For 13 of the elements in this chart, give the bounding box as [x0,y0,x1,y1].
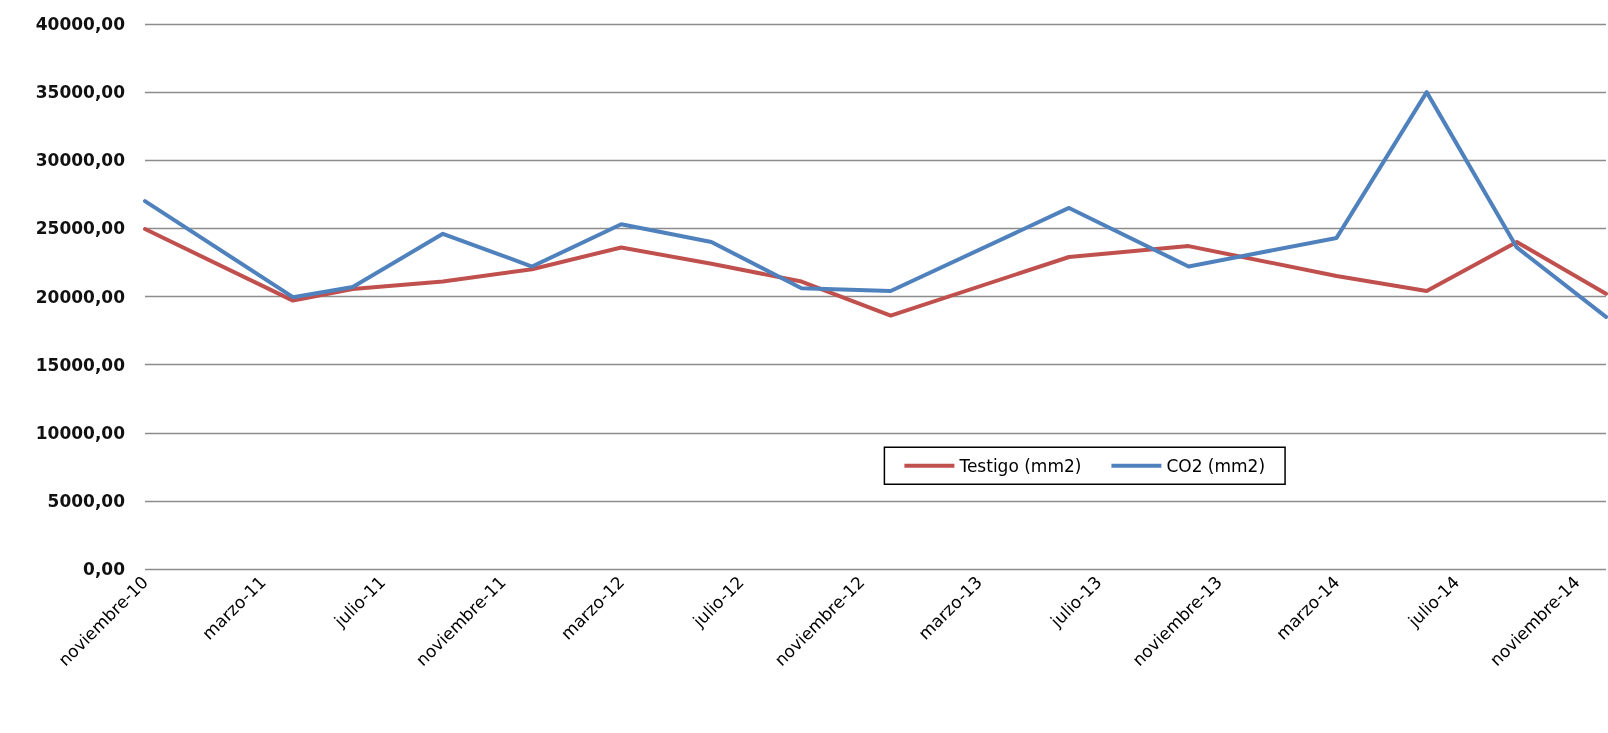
y-tick-label: 5000,00 [47,490,126,511]
y-tick-label: 35000,00 [35,82,126,103]
legend-label: CO2 (mm2) [1166,455,1266,476]
y-tick-label: 40000,00 [35,14,126,34]
y-tick-label: 15000,00 [35,354,126,375]
y-tick-label: 30000,00 [35,150,126,171]
y-tick-label: 0,00 [83,559,126,579]
y-tick-label: 10000,00 [35,422,126,443]
line-series [143,227,1608,318]
y-tick-label: 20000,00 [35,286,126,307]
line-series [143,90,1608,319]
legend-label: Testigo (mm2) [958,455,1082,476]
y-tick-label: 25000,00 [35,218,126,239]
